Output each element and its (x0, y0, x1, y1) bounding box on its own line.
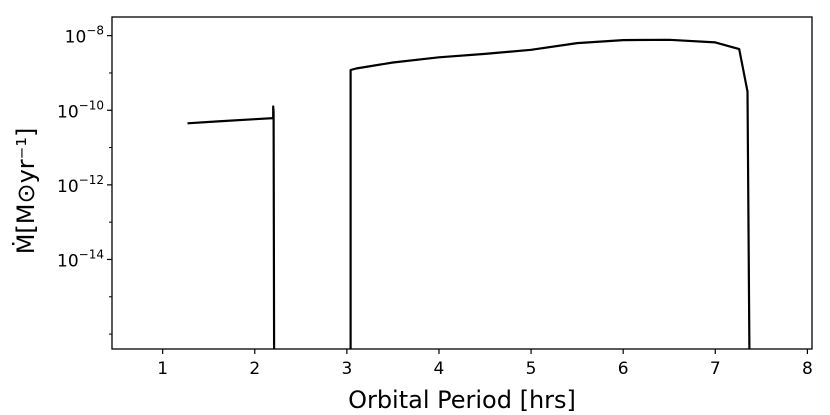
x-tick-label: 6 (618, 359, 629, 379)
y-tick-exponent: −14 (79, 247, 104, 261)
x-tick-label: 1 (157, 359, 168, 379)
y-axis-label: Ṁ[M⊙yr⁻¹] (11, 128, 40, 255)
x-tick-label: 5 (526, 359, 537, 379)
y-tick-exponent: −12 (79, 173, 104, 187)
y-tick-exponent: −10 (79, 98, 104, 112)
y-tick-base: 10 (57, 177, 79, 197)
plot-frame (111, 16, 813, 350)
y-tick-label: 10−14 (57, 247, 104, 271)
y-tick-base: 10 (57, 102, 79, 122)
y-tick-base: 10 (57, 251, 79, 271)
series-line-1 (187, 105, 276, 350)
x-tick-label: 7 (710, 359, 721, 379)
x-axis-label: Orbital Period [hrs] (348, 386, 576, 414)
series-line-2 (349, 38, 751, 350)
y-tick-exponent: −8 (86, 24, 104, 38)
x-tick-label: 8 (802, 359, 813, 379)
y-tick-label: 10−12 (57, 173, 104, 197)
x-tick-label: 2 (249, 359, 260, 379)
y-tick-label: 10−8 (65, 24, 104, 48)
y-tick-label: 10−10 (57, 98, 104, 122)
x-tick-label: 3 (341, 359, 352, 379)
x-tick-label: 4 (434, 359, 445, 379)
series-layer (187, 38, 751, 350)
y-tick-base: 10 (65, 28, 87, 48)
